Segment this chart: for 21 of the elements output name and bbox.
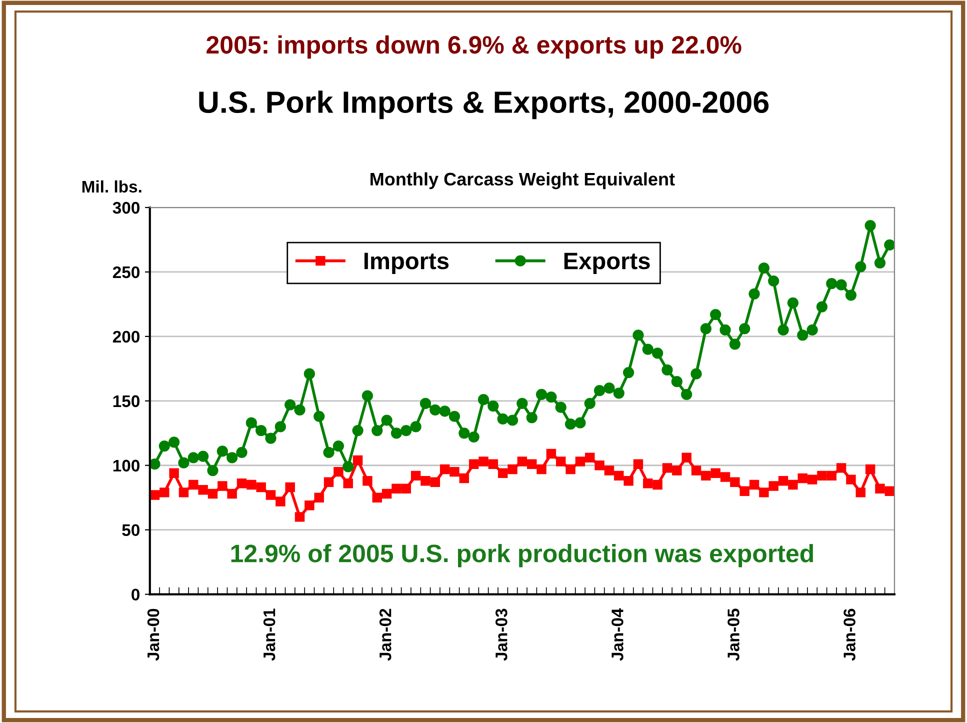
x-tick-label: Jan-03 [496,608,508,661]
y-tick-label: 150 [113,395,140,408]
x-tick-label: Jan-05 [728,608,740,661]
y-tick-label: 300 [112,202,140,214]
x-tick-label: Jan-06 [844,608,856,661]
y-tick-label: 250 [112,266,140,278]
text: 2005: imports down 6.9% & exports up 22.0% [206,35,742,59]
y-tick-label: 100 [113,460,140,472]
y-tick-label: 0 [132,588,140,601]
chart-title: U.S. Pork Imports & Exports, 2000-2006 [199,90,769,120]
annotation: 12.9% of 2005 U.S. pork production was exported [231,544,813,568]
chart-subtitle: Monthly Carcass Weight Equivalent [370,172,675,190]
x-tick-label: Jan-00 [147,608,160,661]
y-tick-label: 50 [122,524,140,536]
y-tick-label: 200 [112,330,140,343]
legend-label: Exports [564,252,650,274]
x-tick-label: Jan-04 [612,608,624,661]
x-tick-label: Jan-02 [379,608,392,661]
y-axis-title: Mil. lbs. [82,180,142,193]
legend-label: Imports [364,252,449,274]
x-tick-label: Jan-01 [263,608,276,661]
